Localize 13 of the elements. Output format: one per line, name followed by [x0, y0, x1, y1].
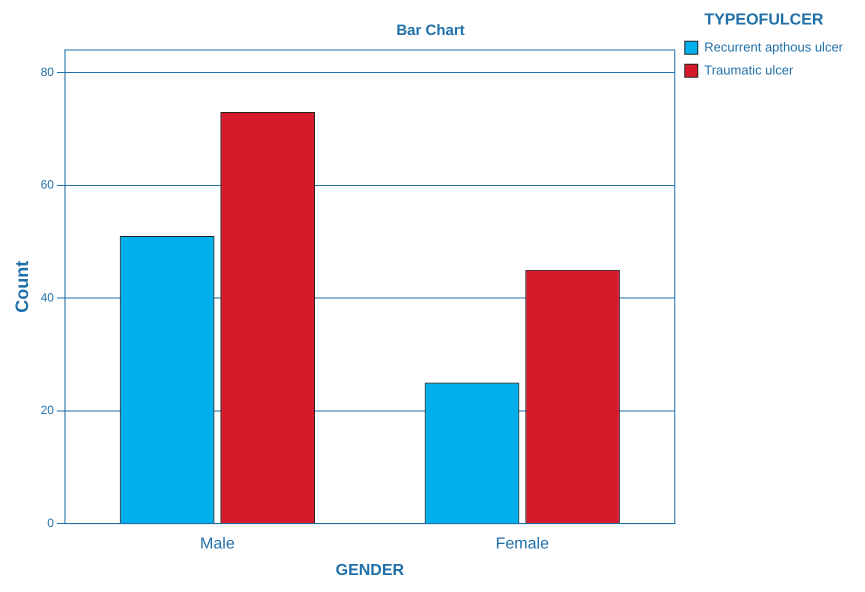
x-tick-label: Female — [496, 536, 550, 553]
legend-title: TYPEOFULCER — [704, 11, 824, 28]
y-tick-label: 20 — [40, 403, 54, 418]
x-tick-label: Male — [200, 536, 235, 553]
y-tick-label: 0 — [47, 516, 54, 530]
y-axis-title: Count — [12, 260, 32, 313]
y-tick-label: 40 — [40, 290, 54, 304]
y-tick-label: 80 — [40, 64, 54, 79]
y-tick-label: 60 — [40, 178, 54, 192]
x-axis-title: GENDER — [336, 562, 405, 579]
chart-title: Bar Chart — [396, 22, 465, 40]
legend-label: Traumatic ulcer — [704, 62, 794, 78]
legend-label: Recurrent apthous ulcer — [704, 39, 844, 54]
